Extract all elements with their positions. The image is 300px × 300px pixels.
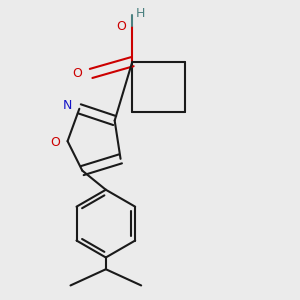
Text: O: O: [50, 136, 60, 149]
Text: O: O: [72, 67, 82, 80]
Text: O: O: [117, 20, 126, 33]
Text: H: H: [135, 7, 145, 20]
Text: N: N: [63, 99, 72, 112]
